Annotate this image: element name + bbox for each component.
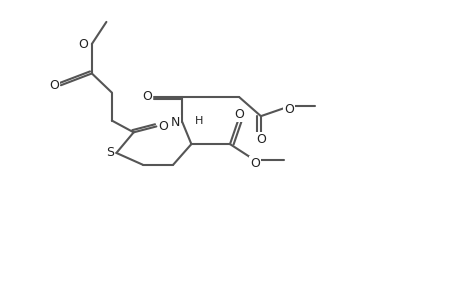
Text: H: H bbox=[195, 116, 203, 126]
Text: S: S bbox=[106, 146, 114, 159]
Text: O: O bbox=[284, 103, 293, 116]
Text: O: O bbox=[49, 79, 59, 92]
Text: O: O bbox=[78, 38, 88, 50]
Text: O: O bbox=[142, 91, 151, 103]
Text: O: O bbox=[255, 133, 265, 146]
Text: O: O bbox=[234, 108, 243, 121]
Text: O: O bbox=[158, 120, 168, 133]
Text: N: N bbox=[170, 116, 179, 128]
Text: O: O bbox=[250, 157, 259, 170]
